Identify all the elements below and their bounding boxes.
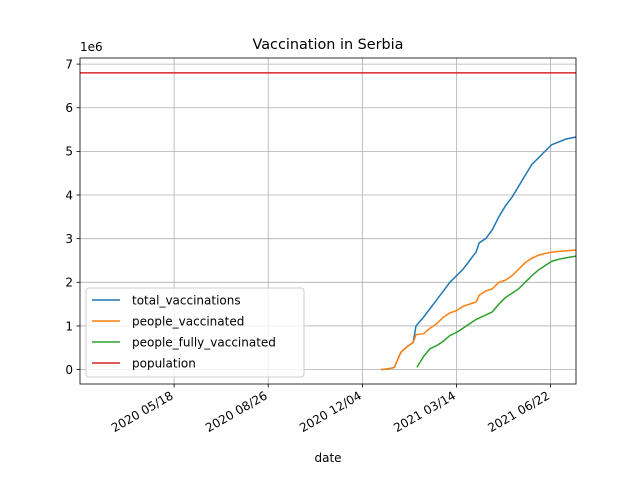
legend-label-population: population — [132, 356, 196, 370]
legend-label-people-vaccinated: people_vaccinated — [132, 314, 244, 328]
y-tick-label: 4 — [65, 188, 73, 202]
legend-label-total-vaccinations: total_vaccinations — [132, 293, 241, 307]
y-tick-label: 3 — [65, 232, 73, 246]
chart-title: Vaccination in Serbia — [253, 37, 404, 53]
legend: total_vaccinations people_vaccinatedpeopl… — [85, 287, 305, 378]
legend-box — [85, 287, 305, 378]
series-line-people-vaccinated — [381, 249, 577, 371]
y-tick-label: 0 — [65, 363, 73, 377]
y-tick-label: 1 — [65, 319, 73, 333]
y-tick-label: 7 — [65, 57, 73, 71]
series-line-people-fully-vaccinated — [416, 255, 577, 368]
y-tick-label: 6 — [65, 101, 73, 115]
y-tick-label: 2 — [65, 276, 73, 290]
y-tick-label: 5 — [65, 145, 73, 159]
x-axis-label: date — [314, 451, 341, 465]
legend-label-people-fully-vaccinated: people_fully_vaccinated — [132, 335, 276, 349]
axes-frame — [79, 57, 577, 385]
y-scale-label: 1e6 — [80, 40, 103, 54]
